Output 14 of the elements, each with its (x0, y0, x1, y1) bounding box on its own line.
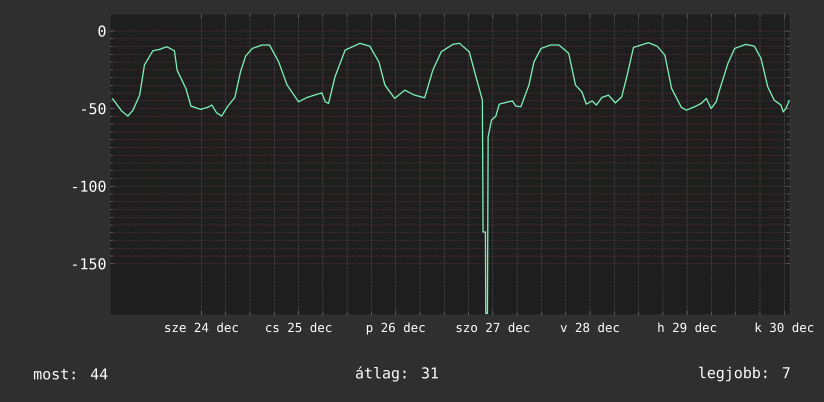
y-tick-label: -150 (73, 258, 106, 270)
x-tick-label: sze 24 dec (165, 322, 238, 332)
x-tick-label: k 30 dec (756, 322, 814, 332)
x-tick-label: v 28 dec (560, 322, 619, 332)
y-tick-label: 0 (98, 25, 106, 37)
y-tick-label: -100 (73, 180, 106, 192)
text: átlag: 31 (356, 366, 438, 382)
text: legjobb: 7 (699, 366, 790, 382)
y-tick-label: -50 (82, 102, 106, 114)
x-tick-label: h 29 dec (658, 322, 716, 332)
x-tick-label: p 26 dec (366, 322, 425, 335)
text: most: 44 (34, 368, 108, 380)
x-tick-label: cs 25 dec (266, 322, 332, 332)
x-tick-label: szo 27 dec (456, 322, 530, 332)
